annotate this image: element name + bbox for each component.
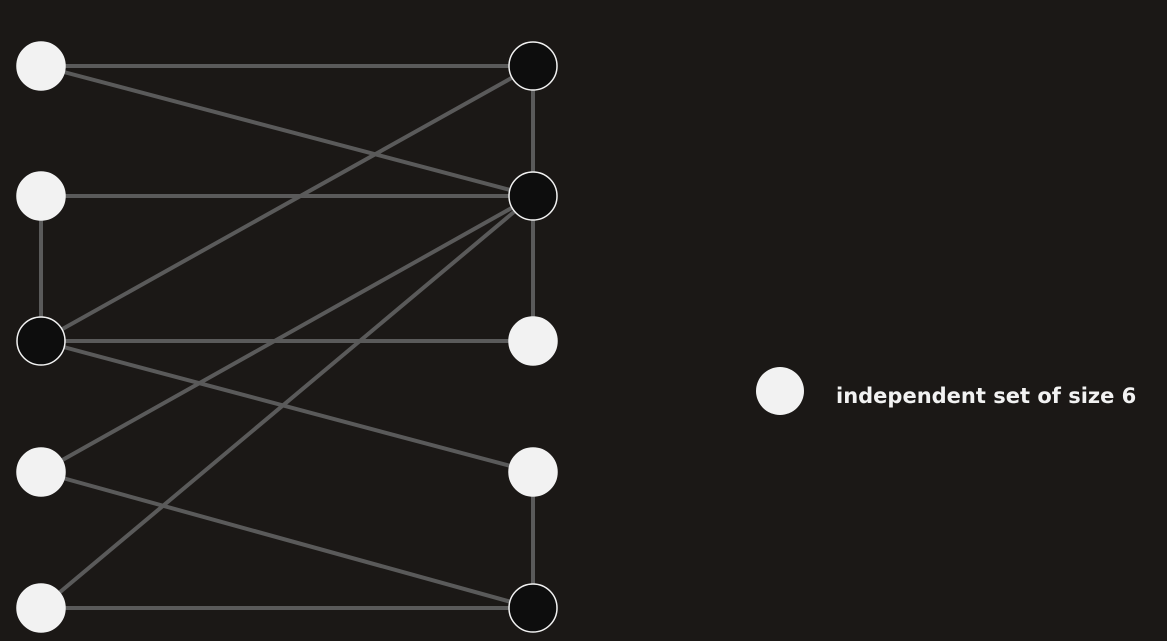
nodes-layer: [16, 41, 558, 633]
node-L3-not-in-set: [16, 316, 66, 366]
node-L5-in-set: [16, 583, 66, 633]
legend-label: independent set of size 6: [836, 384, 1137, 408]
node-R4-in-set: [508, 447, 558, 497]
node-L2-in-set: [16, 171, 66, 221]
edge-L3-R1: [40, 64, 534, 343]
legend-marker: [756, 367, 804, 415]
edges-layer: [39, 64, 535, 610]
node-L4-in-set: [16, 447, 66, 497]
edge-L5-R2: [39, 194, 535, 610]
node-R1-not-in-set: [508, 41, 558, 91]
node-L1-in-set: [16, 41, 66, 91]
edge-L4-R2: [40, 194, 534, 474]
node-R2-not-in-set: [508, 171, 558, 221]
edge-L4-R5: [40, 470, 534, 610]
edge-L3-R4: [40, 339, 534, 474]
edge-L1-R2: [40, 64, 534, 198]
node-R3-in-set: [508, 316, 558, 366]
node-R5-not-in-set: [508, 583, 558, 633]
